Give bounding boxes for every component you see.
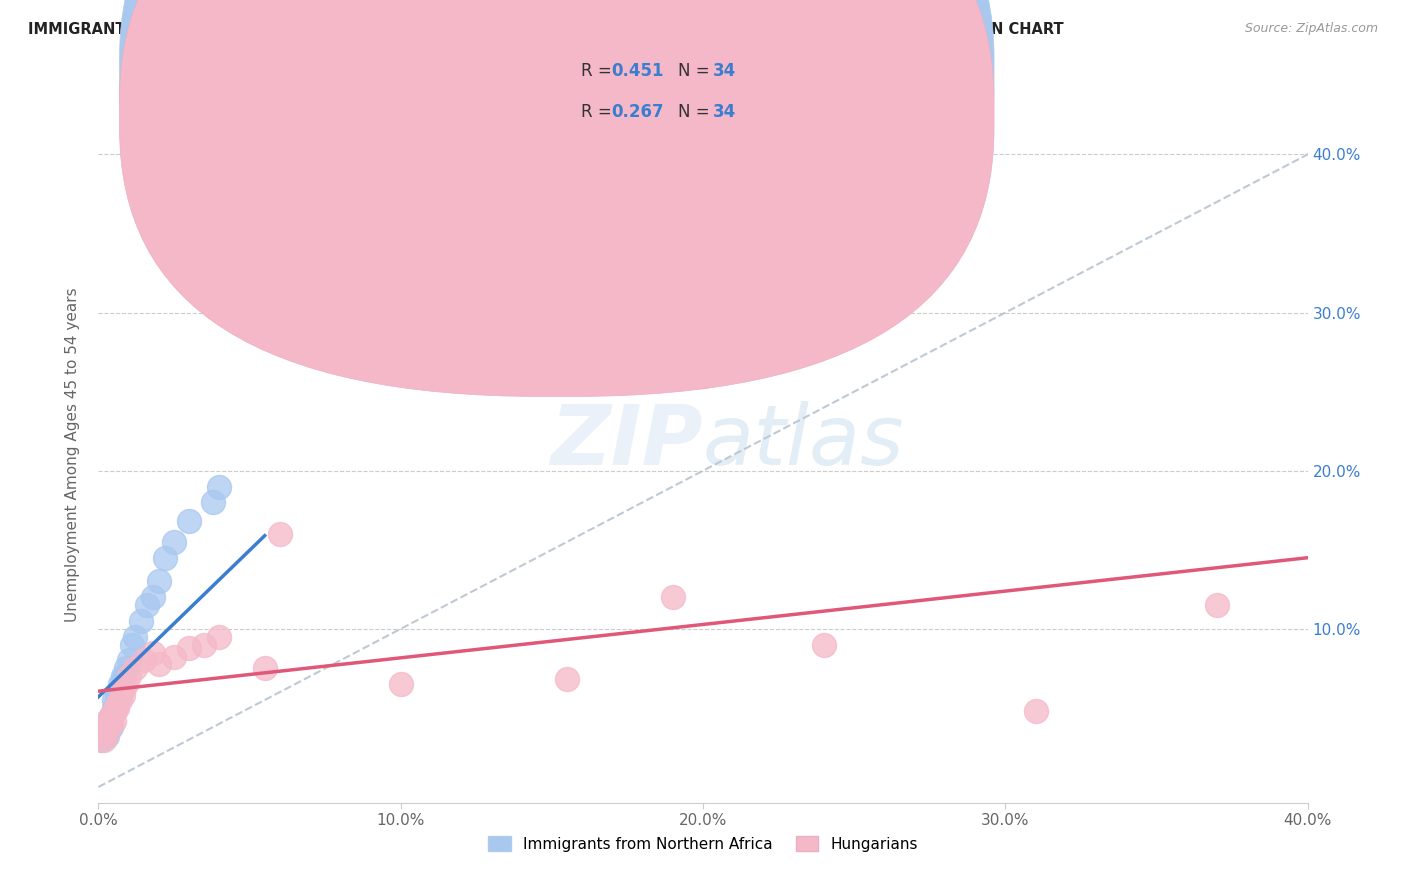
- Point: [93, 723, 115, 737]
- Point: [118, 653, 141, 667]
- Point: [90, 732, 112, 747]
- Point: [124, 661, 146, 675]
- Point: [111, 669, 134, 683]
- Point: [148, 657, 170, 671]
- Point: [389, 677, 412, 691]
- Point: [108, 693, 131, 707]
- Point: [93, 726, 115, 740]
- Y-axis label: Unemployment Among Ages 45 to 54 years: Unemployment Among Ages 45 to 54 years: [65, 287, 80, 623]
- Point: [114, 661, 136, 675]
- Point: [661, 591, 683, 605]
- Point: [96, 723, 118, 737]
- Point: [269, 527, 291, 541]
- Point: [118, 669, 141, 683]
- Point: [93, 732, 115, 747]
- Point: [813, 638, 835, 652]
- Point: [193, 638, 215, 652]
- Point: [555, 673, 578, 687]
- Point: [90, 730, 112, 744]
- Point: [692, 179, 714, 194]
- Point: [105, 698, 128, 712]
- Point: [96, 726, 118, 740]
- Text: R =: R =: [581, 103, 617, 121]
- Point: [108, 685, 131, 699]
- Point: [96, 714, 118, 728]
- Point: [179, 640, 201, 655]
- Point: [208, 479, 231, 493]
- Point: [93, 720, 115, 734]
- Point: [100, 714, 122, 728]
- Point: [208, 630, 231, 644]
- Point: [142, 591, 165, 605]
- Point: [142, 646, 165, 660]
- Point: [103, 704, 125, 718]
- Point: [253, 661, 276, 675]
- Text: N =: N =: [678, 62, 714, 79]
- Point: [96, 730, 118, 744]
- Point: [90, 730, 112, 744]
- Point: [148, 574, 170, 589]
- Text: 0.451: 0.451: [612, 62, 664, 79]
- Point: [100, 716, 122, 731]
- Point: [163, 650, 186, 665]
- Point: [111, 681, 134, 696]
- Point: [93, 720, 115, 734]
- Point: [100, 708, 122, 723]
- Point: [103, 693, 125, 707]
- Point: [129, 614, 152, 628]
- Point: [202, 495, 225, 509]
- Text: R =: R =: [581, 62, 617, 79]
- Text: 34: 34: [713, 62, 737, 79]
- Point: [100, 720, 122, 734]
- Point: [179, 514, 201, 528]
- Text: 34: 34: [713, 103, 737, 121]
- Legend: Immigrants from Northern Africa, Hungarians: Immigrants from Northern Africa, Hungari…: [482, 830, 924, 858]
- Point: [692, 368, 714, 383]
- Point: [114, 677, 136, 691]
- Text: N =: N =: [678, 103, 714, 121]
- Point: [103, 704, 125, 718]
- Point: [132, 653, 155, 667]
- Point: [100, 708, 122, 723]
- Point: [135, 598, 157, 612]
- Point: [103, 714, 125, 728]
- Point: [121, 638, 143, 652]
- Text: atlas: atlas: [703, 401, 904, 482]
- Point: [105, 688, 128, 702]
- Point: [105, 693, 128, 707]
- Point: [1024, 704, 1046, 718]
- Point: [1206, 598, 1229, 612]
- Text: ZIP: ZIP: [550, 401, 703, 482]
- Point: [96, 716, 118, 731]
- Text: Source: ZipAtlas.com: Source: ZipAtlas.com: [1244, 22, 1378, 36]
- Point: [108, 677, 131, 691]
- Point: [153, 550, 176, 565]
- Point: [103, 701, 125, 715]
- Point: [111, 673, 134, 687]
- Point: [163, 534, 186, 549]
- Point: [124, 630, 146, 644]
- Point: [105, 701, 128, 715]
- Point: [111, 688, 134, 702]
- Point: [90, 723, 112, 737]
- Text: 0.267: 0.267: [612, 103, 664, 121]
- Text: IMMIGRANTS FROM NORTHERN AFRICA VS HUNGARIAN UNEMPLOYMENT AMONG AGES 45 TO 54 YE: IMMIGRANTS FROM NORTHERN AFRICA VS HUNGA…: [28, 22, 1064, 37]
